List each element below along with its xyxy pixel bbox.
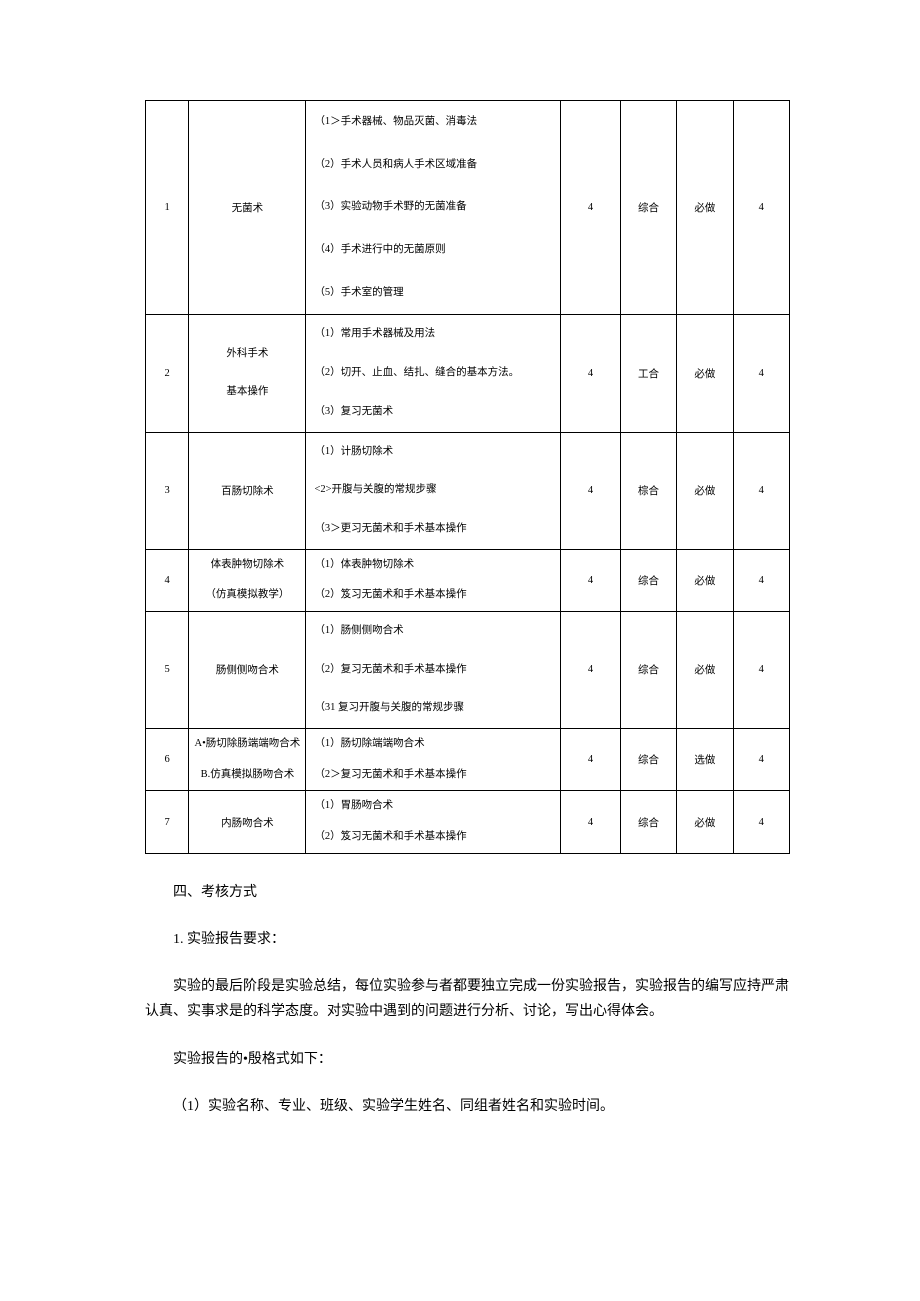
- cell-count: 4: [733, 549, 789, 611]
- cell-hours: 4: [561, 315, 621, 432]
- content-item: （1）肠切除端端吻合术: [314, 729, 560, 760]
- page: 1 无菌术 （1＞手术器械、物品灭菌、消毒法 （2）手术人员和病人手术区域准备 …: [0, 0, 920, 1241]
- content-item: <2>开腹与关腹的常规步骤: [314, 471, 560, 510]
- cell-name: 体表肿物切除术 （仿真模拟教学）: [189, 549, 306, 611]
- content-item: （2＞复习无菌术和手术基本操作: [314, 760, 560, 791]
- cell-num: 5: [146, 611, 189, 728]
- table-row: 3 百肠切除术 （1）计肠切除术 <2>开腹与关腹的常规步骤 （3＞更习无菌术和…: [146, 432, 790, 549]
- cell-type: 工合: [620, 315, 676, 432]
- table-row: 7 内肠吻合术 （1）胃肠吻合术 （2）笈习无菌术和手术基本操作 4 综合 必做…: [146, 791, 790, 853]
- cell-content: （1）常用手术器械及用法 （2）切开、止血、结扎、缝合的基本方法。 （3）复习无…: [306, 315, 561, 432]
- cell-type: 综合: [620, 101, 676, 315]
- content-item: （3）实验动物手术野的无菌准备: [314, 186, 560, 229]
- cell-hours: 4: [561, 549, 621, 611]
- content-item: （1）常用手术器械及用法: [314, 315, 560, 354]
- content-item: （2）笈习无菌术和手术基本操作: [314, 822, 560, 853]
- content-item: （1＞手术器械、物品灭菌、消毒法: [314, 101, 560, 144]
- content-item: （31 复习开腹与关腹的常规步骤: [314, 689, 560, 728]
- cell-name: 肠侧侧吻合术: [189, 611, 306, 728]
- cell-content: （1）胃肠吻合术 （2）笈习无菌术和手术基本操作: [306, 791, 561, 853]
- cell-hours: 4: [561, 101, 621, 315]
- name-line: A•肠切除肠端端吻合术: [189, 729, 305, 760]
- content-item: （3）复习无菌术: [314, 393, 560, 432]
- cell-count: 4: [733, 432, 789, 549]
- content-item: （4）手术进行中的无菌原则: [314, 229, 560, 272]
- cell-name: A•肠切除肠端端吻合术 B.仿真模拟肠吻合术: [189, 729, 306, 791]
- table-row: 4 体表肿物切除术 （仿真模拟教学） （1）体表肿物切除术 （2）笈习无菌术和手…: [146, 549, 790, 611]
- cell-req: 必做: [677, 432, 733, 549]
- content-item: （2）笈习无菌术和手术基本操作: [314, 580, 560, 611]
- paragraph: （1）实验名称、专业、班级、实验学生姓名、同组者姓名和实验时间。: [145, 1094, 790, 1119]
- cell-num: 7: [146, 791, 189, 853]
- cell-hours: 4: [561, 791, 621, 853]
- cell-num: 2: [146, 315, 189, 432]
- cell-content: （1）肠侧侧吻合术 （2）复习无菌术和手术基本操作 （31 复习开腹与关腹的常规…: [306, 611, 561, 728]
- content-item: （1）计肠切除术: [314, 433, 560, 472]
- name-line: 外科手术: [189, 335, 305, 374]
- name-line: 基本操作: [189, 373, 305, 412]
- cell-name: 内肠吻合术: [189, 791, 306, 853]
- cell-count: 4: [733, 729, 789, 791]
- content-item: （1）肠侧侧吻合术: [314, 612, 560, 651]
- cell-req: 必做: [677, 611, 733, 728]
- cell-req: 必做: [677, 549, 733, 611]
- cell-content: （1＞手术器械、物品灭菌、消毒法 （2）手术人员和病人手术区域准备 （3）实验动…: [306, 101, 561, 315]
- cell-type: 综合: [620, 549, 676, 611]
- cell-name: 无菌术: [189, 101, 306, 315]
- content-item: （1）体表肿物切除术: [314, 550, 560, 581]
- table-row: 2 外科手术 基本操作 （1）常用手术器械及用法 （2）切开、止血、结扎、缝合的…: [146, 315, 790, 432]
- paragraph: 1. 实验报告要求：: [145, 927, 790, 952]
- cell-hours: 4: [561, 611, 621, 728]
- cell-num: 6: [146, 729, 189, 791]
- content-item: （2）手术人员和病人手术区域准备: [314, 144, 560, 187]
- cell-count: 4: [733, 101, 789, 315]
- cell-num: 4: [146, 549, 189, 611]
- cell-num: 1: [146, 101, 189, 315]
- table-row: 1 无菌术 （1＞手术器械、物品灭菌、消毒法 （2）手术人员和病人手术区域准备 …: [146, 101, 790, 315]
- section-heading: 四、考核方式: [145, 880, 790, 905]
- section-assessment: 四、考核方式 1. 实验报告要求： 实验的最后阶段是实验总结，每位实验参与者都要…: [145, 880, 790, 1119]
- cell-content: （1）计肠切除术 <2>开腹与关腹的常规步骤 （3＞更习无菌术和手术基本操作: [306, 432, 561, 549]
- cell-req: 选做: [677, 729, 733, 791]
- cell-count: 4: [733, 315, 789, 432]
- experiment-table: 1 无菌术 （1＞手术器械、物品灭菌、消毒法 （2）手术人员和病人手术区域准备 …: [145, 100, 790, 854]
- cell-name: 百肠切除术: [189, 432, 306, 549]
- cell-count: 4: [733, 791, 789, 853]
- cell-hours: 4: [561, 729, 621, 791]
- name-line: B.仿真模拟肠吻合术: [189, 760, 305, 791]
- name-line: 体表肿物切除术: [189, 550, 305, 581]
- cell-num: 3: [146, 432, 189, 549]
- cell-req: 必做: [677, 315, 733, 432]
- table-row: 5 肠侧侧吻合术 （1）肠侧侧吻合术 （2）复习无菌术和手术基本操作 （31 复…: [146, 611, 790, 728]
- content-item: （3＞更习无菌术和手术基本操作: [314, 510, 560, 549]
- cell-count: 4: [733, 611, 789, 728]
- table-row: 6 A•肠切除肠端端吻合术 B.仿真模拟肠吻合术 （1）肠切除端端吻合术 （2＞…: [146, 729, 790, 791]
- cell-type: 综合: [620, 729, 676, 791]
- cell-content: （1）体表肿物切除术 （2）笈习无菌术和手术基本操作: [306, 549, 561, 611]
- cell-hours: 4: [561, 432, 621, 549]
- name-line: （仿真模拟教学）: [189, 580, 305, 611]
- content-item: （2）切开、止血、结扎、缝合的基本方法。: [314, 354, 560, 393]
- cell-name: 外科手术 基本操作: [189, 315, 306, 432]
- cell-type: 综合: [620, 791, 676, 853]
- cell-type: 棕合: [620, 432, 676, 549]
- cell-req: 必做: [677, 101, 733, 315]
- cell-req: 必做: [677, 791, 733, 853]
- content-item: （1）胃肠吻合术: [314, 791, 560, 822]
- paragraph: 实验的最后阶段是实验总结，每位实验参与者都要独立完成一份实验报告，实验报告的编写…: [145, 974, 790, 1024]
- paragraph: 实验报告的•殷格式如下：: [145, 1047, 790, 1072]
- content-item: （2）复习无菌术和手术基本操作: [314, 651, 560, 690]
- cell-content: （1）肠切除端端吻合术 （2＞复习无菌术和手术基本操作: [306, 729, 561, 791]
- content-item: （5）手术室的管理: [314, 272, 560, 315]
- cell-type: 综合: [620, 611, 676, 728]
